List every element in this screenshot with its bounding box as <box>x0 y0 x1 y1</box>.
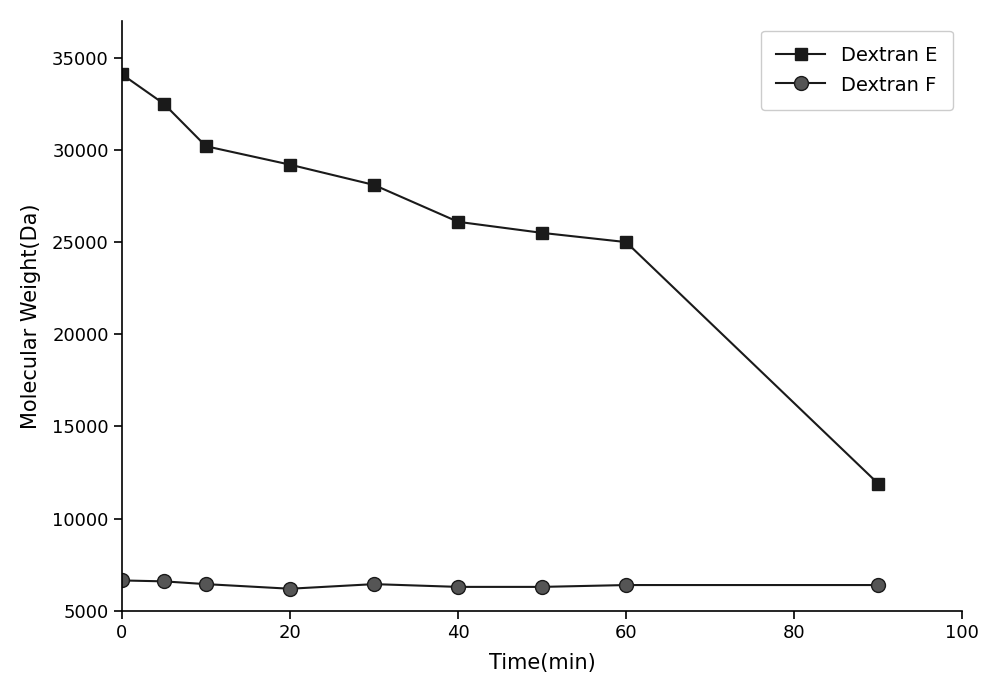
Dextran F <box>368 580 380 589</box>
Dextran F <box>620 581 632 589</box>
Dextran F <box>452 583 464 591</box>
Dextran E <box>620 238 632 246</box>
Dextran F <box>200 580 212 589</box>
Dextran F <box>284 584 296 593</box>
Dextran E <box>116 70 128 78</box>
Dextran E <box>536 229 548 237</box>
Dextran E <box>452 218 464 226</box>
Dextran F <box>116 576 128 584</box>
Line: Dextran E: Dextran E <box>116 68 884 490</box>
Dextran F <box>872 581 884 589</box>
Dextran E <box>872 480 884 488</box>
Dextran E <box>284 160 296 169</box>
Y-axis label: Molecular Weight(Da): Molecular Weight(Da) <box>21 203 41 429</box>
Dextran E <box>200 142 212 151</box>
Line: Dextran F: Dextran F <box>115 573 885 595</box>
Legend: Dextran E, Dextran F: Dextran E, Dextran F <box>761 31 953 110</box>
Dextran F <box>536 583 548 591</box>
Dextran E <box>368 180 380 189</box>
X-axis label: Time(min): Time(min) <box>489 653 595 673</box>
Dextran F <box>158 577 170 586</box>
Dextran E <box>158 100 170 108</box>
